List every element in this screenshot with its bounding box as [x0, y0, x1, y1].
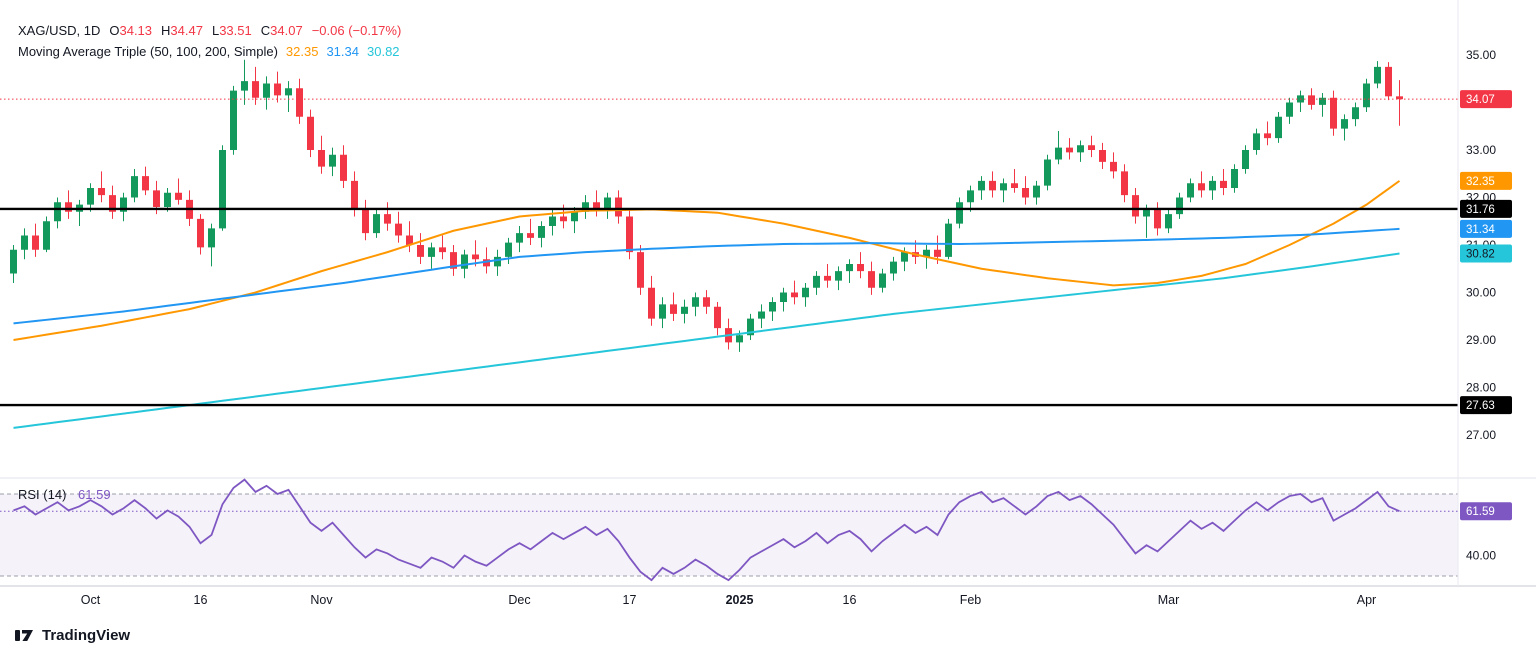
svg-text:31.76: 31.76 — [1466, 204, 1495, 216]
svg-text:31.34: 31.34 — [1466, 224, 1495, 236]
svg-text:28.00: 28.00 — [1466, 381, 1496, 395]
svg-text:2025: 2025 — [726, 593, 754, 607]
tradingview-logo-icon — [15, 630, 33, 641]
close-value: C34.07 — [260, 23, 303, 38]
svg-text:Feb: Feb — [960, 593, 982, 607]
svg-text:Nov: Nov — [310, 593, 333, 607]
tradingview-logo-text: TradingView — [42, 627, 131, 644]
svg-text:40.00: 40.00 — [1466, 549, 1496, 563]
svg-text:17: 17 — [623, 593, 637, 607]
svg-text:33.00: 33.00 — [1466, 143, 1496, 157]
svg-text:27.00: 27.00 — [1466, 428, 1496, 442]
high-value: H34.47 — [161, 23, 203, 38]
change-value: −0.06 (−0.17%) — [311, 23, 402, 38]
rsi-legend-row[interactable]: RSI (14) 61.59 — [18, 484, 111, 505]
svg-text:29.00: 29.00 — [1466, 333, 1496, 347]
ohlc-row[interactable]: XAG/USD, 1D O34.13 H34.47 L33.51 C34.07 … — [18, 20, 401, 41]
svg-text:30.82: 30.82 — [1466, 249, 1495, 261]
svg-text:Dec: Dec — [508, 593, 530, 607]
svg-text:30.00: 30.00 — [1466, 286, 1496, 300]
ma100-value: 31.34 — [326, 44, 359, 59]
svg-text:27.63: 27.63 — [1466, 400, 1495, 412]
open-value: O34.13 — [109, 23, 153, 38]
tradingview-attribution[interactable]: TradingView — [14, 627, 130, 644]
ma-indicator-title[interactable]: Moving Average Triple (50, 100, 200, Sim… — [18, 44, 278, 59]
svg-text:16: 16 — [194, 593, 208, 607]
low-value: L33.51 — [211, 23, 252, 38]
symbol-title[interactable]: XAG/USD, 1D — [18, 23, 101, 38]
svg-text:61.59: 61.59 — [1466, 506, 1495, 518]
ma-legend-row[interactable]: Moving Average Triple (50, 100, 200, Sim… — [18, 41, 401, 62]
svg-text:34.07: 34.07 — [1466, 94, 1495, 106]
symbol-legend[interactable]: XAG/USD, 1D O34.13 H34.47 L33.51 C34.07 … — [18, 20, 401, 62]
svg-text:Oct: Oct — [81, 593, 101, 607]
rsi-indicator-title[interactable]: RSI (14) — [18, 487, 67, 502]
svg-text:Apr: Apr — [1357, 593, 1376, 607]
ma50-value: 32.35 — [285, 44, 319, 59]
svg-text:16: 16 — [843, 593, 857, 607]
rsi-value: 61.59 — [78, 487, 111, 502]
ma200-value: 30.82 — [367, 44, 400, 59]
svg-text:35.00: 35.00 — [1466, 48, 1496, 62]
svg-text:Mar: Mar — [1158, 593, 1180, 607]
svg-text:32.35: 32.35 — [1466, 176, 1495, 188]
